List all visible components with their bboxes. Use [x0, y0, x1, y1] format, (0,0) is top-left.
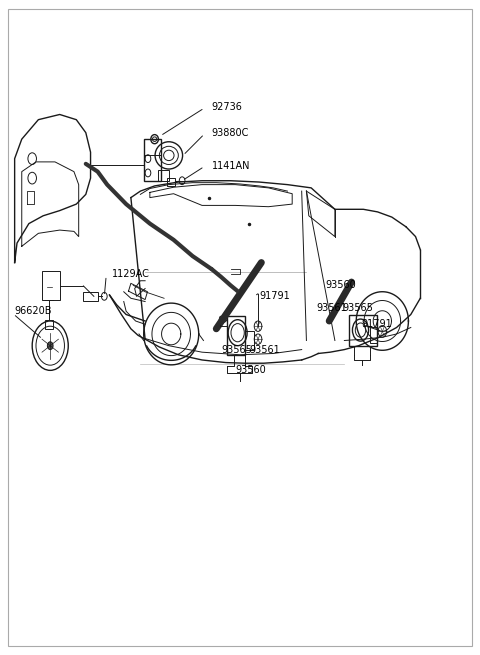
Text: 93565: 93565: [221, 345, 252, 355]
Text: 1129AC: 1129AC: [112, 269, 150, 279]
Bar: [42, 271, 60, 300]
Bar: [84, 292, 97, 301]
Text: 96620B: 96620B: [14, 307, 52, 316]
Bar: [245, 331, 254, 350]
Bar: [144, 139, 161, 181]
Text: 93880C: 93880C: [212, 128, 249, 138]
Text: 93561: 93561: [317, 303, 348, 313]
Text: 1141AN: 1141AN: [212, 161, 250, 172]
Text: 93560: 93560: [325, 280, 356, 290]
Text: 93561: 93561: [250, 345, 280, 355]
Text: 93565: 93565: [342, 303, 373, 313]
Text: 93560: 93560: [235, 365, 266, 375]
Text: 91791: 91791: [361, 319, 392, 329]
Bar: [45, 320, 53, 329]
Bar: [227, 316, 245, 355]
Text: 92736: 92736: [212, 102, 242, 112]
Bar: [158, 170, 169, 181]
Circle shape: [48, 342, 53, 350]
Bar: [167, 178, 176, 186]
Bar: [371, 328, 377, 343]
Text: 91791: 91791: [259, 291, 290, 301]
